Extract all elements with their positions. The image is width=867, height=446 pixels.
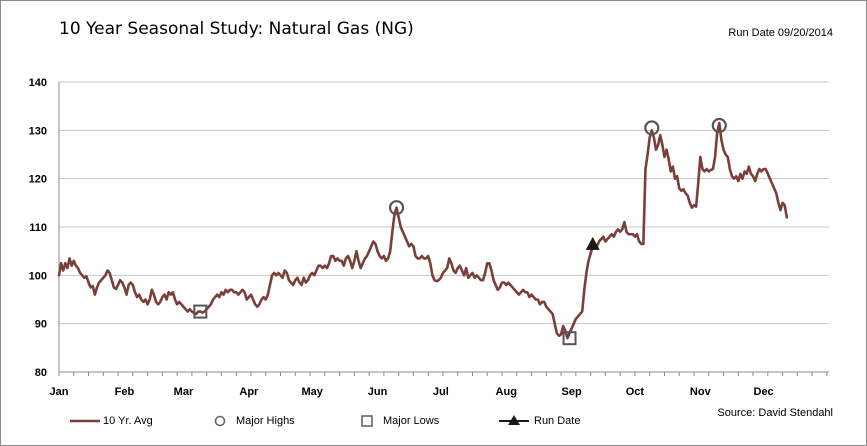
legend-line-swatch — [70, 419, 100, 423]
x-tick-label: Apr — [239, 386, 259, 398]
y-tick-label: 130 — [29, 125, 47, 137]
legend-label-avg: 10 Yr. Avg — [103, 415, 153, 427]
legend-label-run-date: Run Date — [534, 415, 581, 427]
y-tick-label: 120 — [29, 174, 47, 186]
run-date-label: Run Date 09/20/2014 — [728, 27, 833, 39]
x-tick-label: Nov — [690, 386, 712, 398]
x-tick-label: Feb — [115, 386, 135, 398]
legend-label-highs: Major Highs — [236, 415, 295, 427]
chart-title: 10 Year Seasonal Study: Natural Gas (NG) — [59, 19, 414, 39]
y-tick-label: 140 — [29, 77, 47, 89]
run-date-marker — [585, 236, 600, 250]
legend-label-lows: Major Lows — [383, 415, 440, 427]
x-tick-label: Dec — [754, 386, 774, 398]
major-low-marker — [193, 304, 208, 319]
series-line-10yr-avg — [57, 121, 789, 340]
x-tick-label: Jan — [50, 386, 69, 398]
y-tick-label: 80 — [35, 367, 47, 379]
x-tick-label: Jun — [368, 386, 388, 398]
y-tick-label: 110 — [29, 222, 47, 234]
circle-icon — [214, 415, 226, 427]
x-tick-label: May — [301, 386, 323, 398]
x-tick-label: Jul — [433, 386, 449, 398]
major-high-marker — [644, 120, 660, 136]
square-icon — [361, 415, 373, 427]
x-tick-label: Sep — [562, 386, 582, 398]
x-tick-label: Aug — [496, 386, 517, 398]
source-label: Source: David Stendahl — [717, 407, 833, 419]
y-tick-label: 100 — [29, 270, 47, 282]
major-low-marker — [562, 331, 577, 346]
major-high-marker — [711, 117, 727, 134]
major-high-marker — [388, 200, 405, 216]
y-tick-label: 90 — [35, 319, 47, 331]
x-tick-label: Mar — [174, 386, 194, 398]
x-tick-label: Oct — [626, 386, 645, 398]
triangle-icon — [499, 415, 529, 425]
